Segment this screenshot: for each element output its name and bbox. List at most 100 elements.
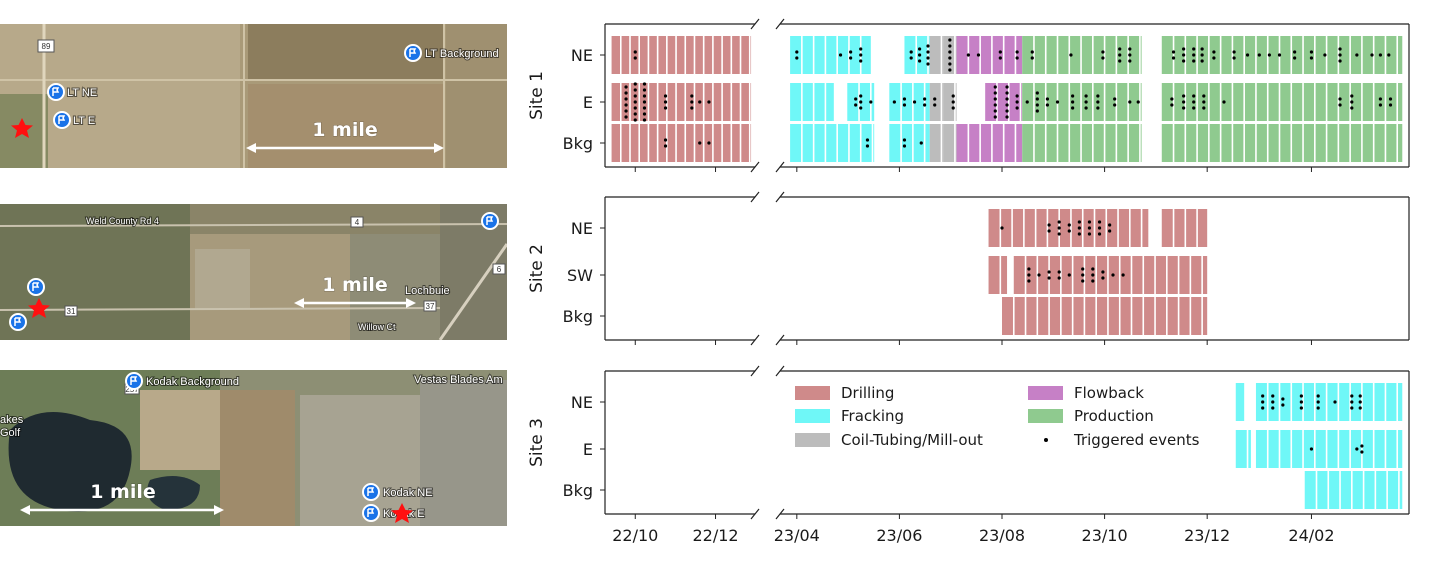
scale-bar [294, 298, 416, 308]
triggered-event-dot [1267, 53, 1272, 57]
triggered-event-dot [1271, 406, 1275, 410]
triggered-event-dot [1113, 103, 1117, 107]
site-2-map: Weld County Rd 4 4 Lochbuie 31 37 Willow… [0, 204, 507, 340]
triggered-event-dot [951, 106, 955, 110]
triggered-event-dot [1281, 403, 1285, 407]
road-label: 6 [497, 265, 502, 274]
triggered-event-dot [951, 94, 955, 98]
site-3-map: Vestas Blades Am 257 akes Golf Kodak Bac… [0, 370, 507, 526]
triggered-event-dot [1358, 406, 1362, 410]
triggered-event-dot [1202, 94, 1206, 98]
triggered-event-dot [1081, 279, 1085, 283]
marker-label: Kodak Background [146, 376, 239, 388]
legend-label: Drilling [841, 384, 894, 402]
triggered-event-dot [624, 85, 628, 89]
triggered-event-dot [1128, 47, 1132, 51]
legend-label: Production [1074, 407, 1154, 425]
triggered-event-dot [1077, 220, 1081, 224]
triggered-event-dot [1170, 97, 1174, 101]
location-pin-icon [27, 278, 45, 296]
site-label: Site 1 [527, 71, 547, 120]
triggered-event-dot [1037, 273, 1041, 277]
scale-label: 1 mile [90, 481, 156, 503]
triggered-event-dot [1101, 270, 1105, 274]
triggered-event-dot [1388, 97, 1393, 101]
triggered-event-dot [1128, 59, 1132, 63]
triggered-event-dot [1171, 56, 1176, 60]
triggered-event-dot [1182, 100, 1186, 104]
triggered-event-dot [1096, 100, 1100, 104]
scale-bar [246, 143, 444, 153]
triggered-event-dot [1097, 226, 1102, 230]
operations-timeline-chart: Site 1 NE E Bkg Site 2 NE SW Bkg 22/10 22/12 23/04… [527, 18, 1410, 545]
road-label: Weld County Rd 4 [86, 216, 159, 226]
triggered-event-dot [923, 103, 927, 107]
triggered-event-dot [1091, 279, 1095, 283]
triggered-event-dot [1350, 94, 1354, 98]
triggered-event-dot [1045, 103, 1050, 107]
fracking-segment [790, 36, 871, 74]
x-tick-label: 23/06 [876, 526, 922, 545]
triggered-event-dot [1055, 100, 1060, 104]
triggered-event-dot [1182, 59, 1186, 63]
row-label: NE [571, 46, 593, 65]
triggered-event-dot [1338, 53, 1342, 57]
triggered-event-dot [1333, 400, 1337, 404]
production-segment [1022, 36, 1142, 74]
triggered-event-dot [1182, 106, 1186, 110]
triggered-event-dot [849, 50, 853, 54]
triggered-event-dot [1084, 94, 1088, 98]
triggered-event-dot [993, 85, 997, 89]
coil-segment [929, 36, 944, 74]
triggered-event-dot [902, 103, 907, 107]
triggered-event-dot [1108, 229, 1112, 233]
triggered-event-dot [1087, 232, 1092, 236]
triggered-event-dot [1360, 444, 1364, 448]
triggered-event-dot [854, 97, 858, 101]
legend-swatch [795, 409, 830, 423]
row-label: Bkg [563, 307, 593, 326]
triggered-event-dot [1035, 91, 1039, 95]
triggered-event-dot [642, 94, 647, 98]
fracking-segment [904, 36, 930, 74]
production-segment [1022, 83, 1142, 121]
x-tick-label: 23/12 [1184, 526, 1230, 545]
triggered-event-dot [923, 97, 927, 101]
triggered-event-dot [1081, 267, 1085, 271]
triggered-event-dot [1261, 394, 1265, 398]
row-label: SW [567, 266, 593, 285]
triggered-event-dot [795, 50, 799, 54]
triggered-event-dot [1261, 400, 1265, 404]
triggered-event-dot [993, 103, 997, 107]
triggered-event-dot [1257, 53, 1261, 57]
legend-swatch [795, 386, 830, 400]
triggered-event-dot [993, 115, 997, 119]
triggered-event-dot [1035, 109, 1039, 113]
drilling-segment [1013, 256, 1208, 294]
triggered-event-dot [1202, 100, 1206, 104]
axis-break-mark [750, 365, 760, 377]
triggered-event-dot [633, 56, 637, 60]
triggered-event-dot [1067, 223, 1071, 227]
triggered-event-dot [1067, 229, 1071, 233]
triggered-event-dot [948, 44, 952, 48]
triggered-event-dot [1057, 232, 1061, 236]
road-label: Golf [0, 427, 21, 439]
x-tick-label: 22/12 [692, 526, 738, 545]
x-tick-label: 24/02 [1288, 526, 1334, 545]
road-label: 89 [42, 42, 51, 51]
triggered-event-dot [1350, 100, 1354, 104]
triggered-event-dot [1118, 47, 1122, 51]
road-label: Willow Ct [358, 322, 396, 332]
triggered-event-dot [633, 118, 637, 122]
triggered-event-dot [849, 56, 853, 60]
triggered-event-dot [1299, 394, 1303, 398]
triggered-event-dot [1096, 94, 1100, 98]
triggered-event-dot [1309, 447, 1314, 451]
location-pin-icon [481, 212, 499, 230]
triggered-event-dot [917, 53, 922, 57]
triggered-event-dot [1015, 94, 1019, 98]
fracking-segment [790, 124, 875, 162]
road-label: Lochbuie [405, 285, 450, 297]
legend-label: Triggered events [1073, 431, 1200, 449]
